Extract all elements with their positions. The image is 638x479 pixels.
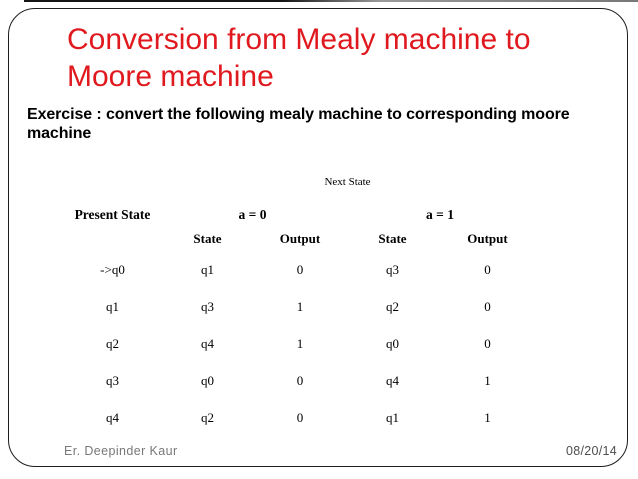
a0-output-cell: 1 <box>296 336 304 351</box>
table-row-q2: q2 q4 1 q0 0 <box>65 336 535 373</box>
table-row-q0: ->q0 q1 0 q3 0 <box>65 262 535 299</box>
a1-state-cell: q2 <box>386 299 399 314</box>
present-state-cell: q4 <box>106 410 119 425</box>
a1-output-cell: 0 <box>484 262 491 277</box>
table-row-q1: q1 q3 1 q2 0 <box>65 299 535 336</box>
a0-state-cell: q4 <box>201 336 214 351</box>
top-edge-line <box>24 0 638 2</box>
a0-output-cell: 0 <box>296 373 304 388</box>
a1-state-cell: q0 <box>386 336 399 351</box>
a0-state-cell: q0 <box>201 373 214 388</box>
empty-cell <box>65 231 160 262</box>
output-a0-header: Output <box>279 231 321 246</box>
present-state-cell: ->q0 <box>100 262 125 277</box>
a1-output-cell: 1 <box>484 373 491 388</box>
a1-header: a = 1 <box>426 207 454 222</box>
footer-date: 08/20/14 <box>565 444 617 458</box>
a0-header: a = 0 <box>238 207 267 222</box>
present-state-cell: q3 <box>106 373 119 388</box>
table-row-sub-headers: State Output State Output <box>65 231 535 262</box>
a0-state-cell: q2 <box>201 410 214 425</box>
a1-state-cell: q4 <box>386 373 399 388</box>
mealy-machine-table: Next State Present State a = 0 a = 1 Sta… <box>65 176 535 447</box>
a0-output-cell: 0 <box>296 410 304 425</box>
next-state-header: Next State <box>324 176 371 188</box>
present-state-header: Present State <box>74 207 151 222</box>
table-row-input-headers: Present State a = 0 a = 1 <box>65 206 535 231</box>
a0-output-cell: 0 <box>296 262 304 277</box>
footer-author: Er. Deepinder Kaur <box>64 444 178 458</box>
table-row-next-state-header: Next State <box>65 176 535 206</box>
slide-border-frame <box>8 8 628 467</box>
present-state-cell: q1 <box>106 299 119 314</box>
table-row-q3: q3 q0 0 q4 1 <box>65 373 535 410</box>
a1-output-cell: 0 <box>484 336 491 351</box>
slide-title: Conversion from Mealy machine to Moore m… <box>67 23 531 93</box>
a0-state-cell: q1 <box>201 262 214 277</box>
a0-state-cell: q3 <box>201 299 214 314</box>
a0-output-cell: 1 <box>296 299 304 314</box>
table-row-q4: q4 q2 0 q1 1 <box>65 410 535 447</box>
empty-cell <box>65 176 160 206</box>
a1-output-cell: 0 <box>484 299 491 314</box>
a1-state-cell: q3 <box>386 262 399 277</box>
exercise-text: Exercise : convert the following mealy m… <box>27 106 570 142</box>
output-a1-header: Output <box>467 231 508 246</box>
a1-output-cell: 1 <box>484 410 491 425</box>
state-a1-header: State <box>378 231 407 246</box>
a1-state-cell: q1 <box>386 410 399 425</box>
state-a0-header: State <box>193 231 222 246</box>
present-state-cell: q2 <box>106 336 119 351</box>
